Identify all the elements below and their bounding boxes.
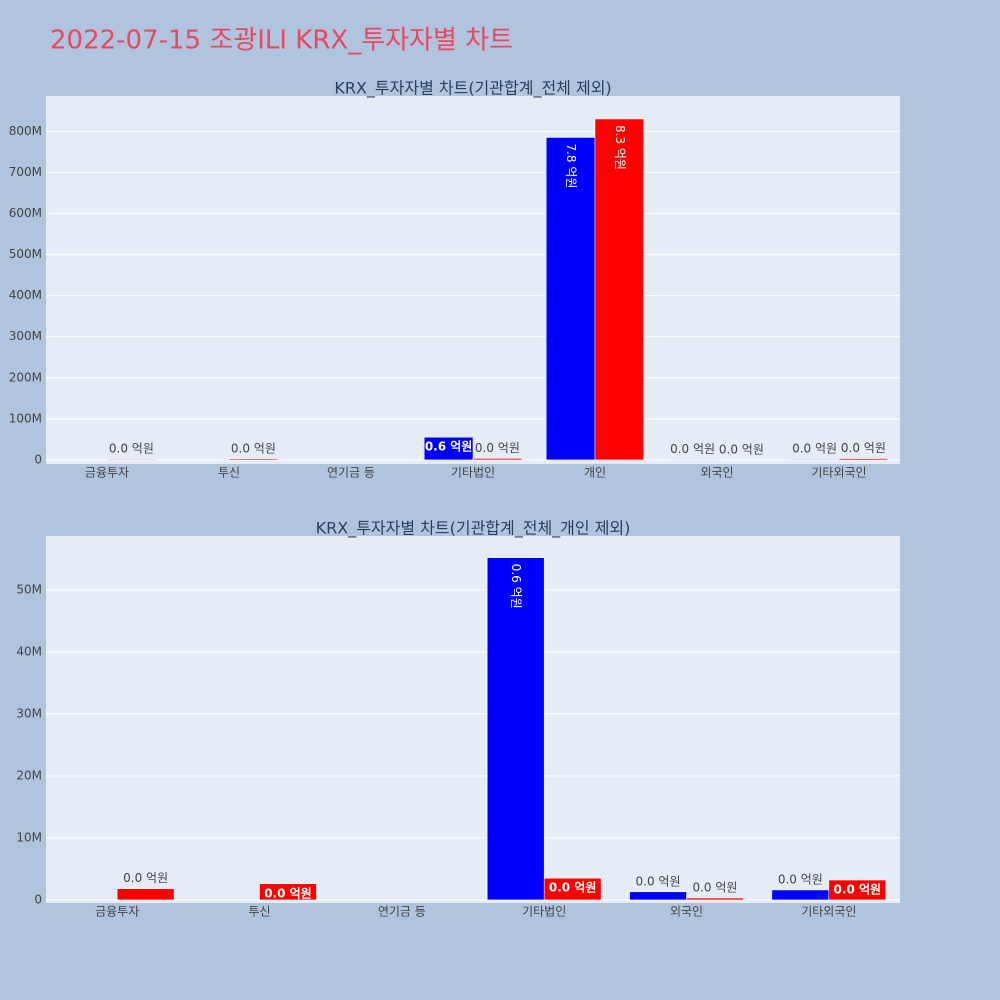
value-label: 0.0 억원 <box>123 871 168 885</box>
value-label: 0.0 억원 <box>841 441 886 455</box>
value-label: 0.0 억원 <box>834 883 882 897</box>
y-tick-label: 0 <box>34 892 42 906</box>
value-label: 0.0 억원 <box>475 441 520 455</box>
y-tick-label: 700M <box>9 165 42 179</box>
value-label: 0.0 억원 <box>719 442 764 456</box>
bar <box>116 888 175 901</box>
bar <box>828 879 887 901</box>
value-label: 0.0 억원 <box>692 881 737 895</box>
value-label: 8.3 억원 <box>613 125 627 170</box>
x-tick-label: 기타외국인 <box>801 905 856 919</box>
x-tick-label: 연기금 등 <box>327 466 375 480</box>
bar <box>667 459 718 461</box>
bar <box>472 458 523 461</box>
value-label: 0.0 억원 <box>636 874 681 888</box>
x-tick-label: 투신 <box>248 905 270 919</box>
x-tick-label: 투신 <box>218 466 240 480</box>
y-tick-label: 600M <box>9 206 42 220</box>
x-tick-label: 외국인 <box>670 905 703 919</box>
bar <box>789 458 840 461</box>
value-label: 0.0 억원 <box>778 872 823 886</box>
y-tick-label: 20M <box>16 768 42 782</box>
bar <box>545 137 596 461</box>
plot-area <box>46 536 900 903</box>
bar <box>594 118 645 461</box>
y-tick-label: 0 <box>34 452 42 466</box>
x-tick-label: 기타법인 <box>451 466 495 480</box>
y-tick-label: 100M <box>9 411 42 425</box>
value-label: 7.8 억원 <box>564 143 578 188</box>
bar <box>543 877 602 901</box>
value-label: 0.6 억원 <box>509 564 523 609</box>
value-label: 0.0 억원 <box>231 441 276 455</box>
y-tick-label: 200M <box>9 370 42 384</box>
bar <box>629 891 687 901</box>
bar <box>106 458 157 461</box>
x-tick-label: 연기금 등 <box>378 905 426 919</box>
value-label: 0.0 억원 <box>670 442 715 456</box>
bar <box>838 458 889 461</box>
value-label: 0.0 억원 <box>549 881 597 895</box>
chart-title: KRX_투자자별 차트(기관합계_전체 제외) <box>334 79 611 99</box>
x-tick-label: 개인 <box>584 466 606 480</box>
bar <box>259 883 317 901</box>
y-tick-label: 500M <box>9 247 42 261</box>
x-tick-label: 금융투자 <box>95 905 139 919</box>
y-tick-label: 400M <box>9 288 42 302</box>
value-label: 0.0 억원 <box>264 886 312 900</box>
value-label: 0.0 억원 <box>109 442 154 456</box>
value-label: 0.0 억원 <box>792 442 837 456</box>
value-label: 0.6 억원 <box>425 440 473 454</box>
x-tick-label: 금융투자 <box>85 466 129 480</box>
y-tick-label: 40M <box>16 644 42 658</box>
plot-area <box>46 96 900 464</box>
y-tick-label: 50M <box>16 582 42 596</box>
bar <box>423 436 474 461</box>
x-tick-label: 외국인 <box>700 466 733 480</box>
x-tick-label: 기타법인 <box>522 905 566 919</box>
y-tick-label: 300M <box>9 329 42 343</box>
y-tick-label: 10M <box>16 830 42 844</box>
x-tick-label: 기타외국인 <box>811 466 866 480</box>
chart-title: KRX_투자자별 차트(기관합계_전체_개인 제외) <box>316 519 631 539</box>
y-tick-label: 800M <box>9 124 42 138</box>
bar <box>771 889 830 901</box>
bar <box>486 557 545 901</box>
page-title: 2022-07-15 조광ILI KRX_투자자별 차트 <box>50 26 513 56</box>
bar <box>228 458 279 461</box>
bar <box>686 897 744 901</box>
y-tick-label: 30M <box>16 706 42 720</box>
